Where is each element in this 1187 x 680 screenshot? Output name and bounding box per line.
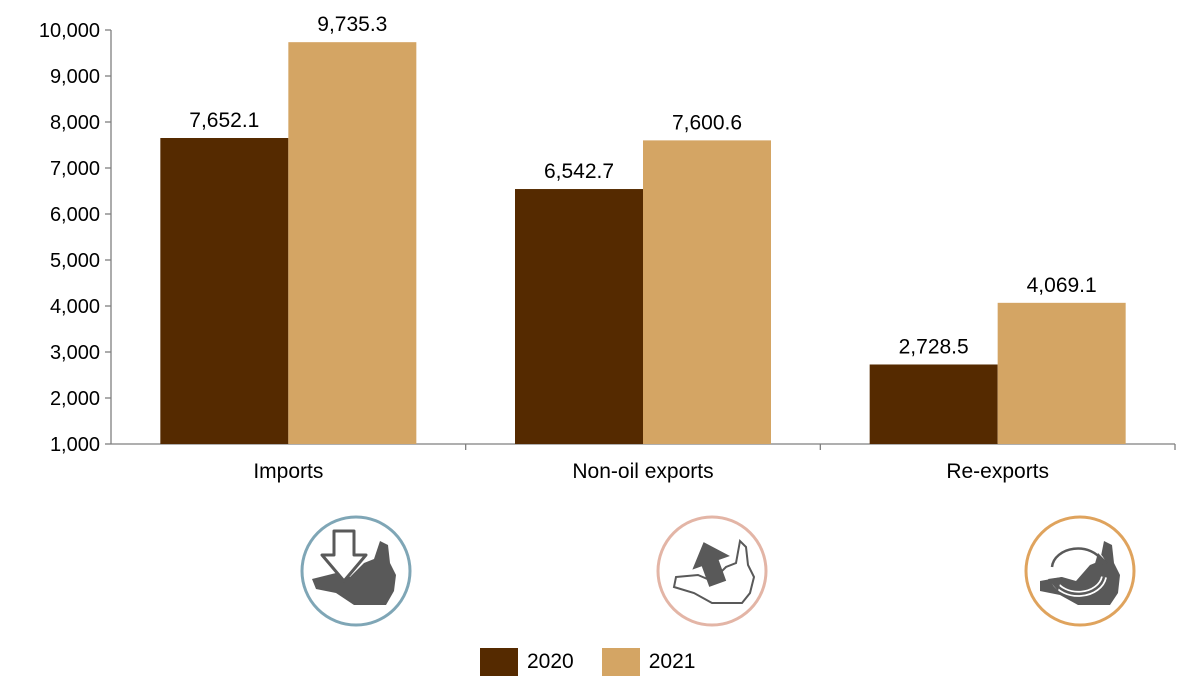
imports-icon xyxy=(300,515,412,627)
category-label: Re-exports xyxy=(946,460,1049,483)
data-label: 9,735.3 xyxy=(317,13,387,36)
data-label: 7,600.6 xyxy=(672,111,742,134)
y-tick-label: 8,000 xyxy=(50,112,100,134)
legend-item-2021: 2021 xyxy=(601,648,696,676)
y-tick-label: 1,000 xyxy=(50,434,100,456)
legend-swatch-2020 xyxy=(480,648,518,676)
data-labels: 7,652.1 9,735.3 6,542.7 7,600.6 2,728.5 4,069… xyxy=(189,13,1096,358)
legend-item-2020: 2020 xyxy=(480,648,574,676)
non-oil-exports-icon xyxy=(656,515,768,627)
bar-chart: 1,000 2,000 3,000 4,000 5,000 6,000 7,000 8,000… xyxy=(39,13,1176,627)
category-labels: Imports Non-oil exports Re-exports xyxy=(253,444,1176,483)
bar-2021-1 xyxy=(643,140,771,444)
bar-2020-1 xyxy=(515,189,643,444)
y-tick-label: 5,000 xyxy=(50,250,100,272)
y-tick-label: 10,000 xyxy=(39,20,100,42)
y-tick-label: 2,000 xyxy=(50,388,100,410)
y-tick-label: 9,000 xyxy=(50,66,100,88)
y-tick-label: 4,000 xyxy=(50,296,100,318)
legend-label-2021: 2021 xyxy=(648,650,696,673)
data-label: 2,728.5 xyxy=(899,335,969,358)
bar-2020-2 xyxy=(869,364,998,444)
y-tick-label: 7,000 xyxy=(50,158,100,180)
re-exports-icon xyxy=(1024,515,1136,627)
data-label: 6,542.7 xyxy=(544,160,614,183)
legend: 2020 2021 xyxy=(480,648,723,676)
bars xyxy=(160,42,1126,444)
legend-swatch-2021 xyxy=(601,648,640,676)
bar-2020-0 xyxy=(160,138,289,444)
bar-2021-2 xyxy=(997,302,1126,444)
category-label: Non-oil exports xyxy=(572,460,713,483)
category-label: Imports xyxy=(253,460,323,483)
data-label: 4,069.1 xyxy=(1027,274,1097,297)
data-label: 7,652.1 xyxy=(189,109,259,132)
legend-label-2020: 2020 xyxy=(527,650,574,673)
bar-2021-0 xyxy=(288,42,417,444)
y-tick-label: 6,000 xyxy=(50,204,100,226)
y-tick-label: 3,000 xyxy=(50,342,100,364)
